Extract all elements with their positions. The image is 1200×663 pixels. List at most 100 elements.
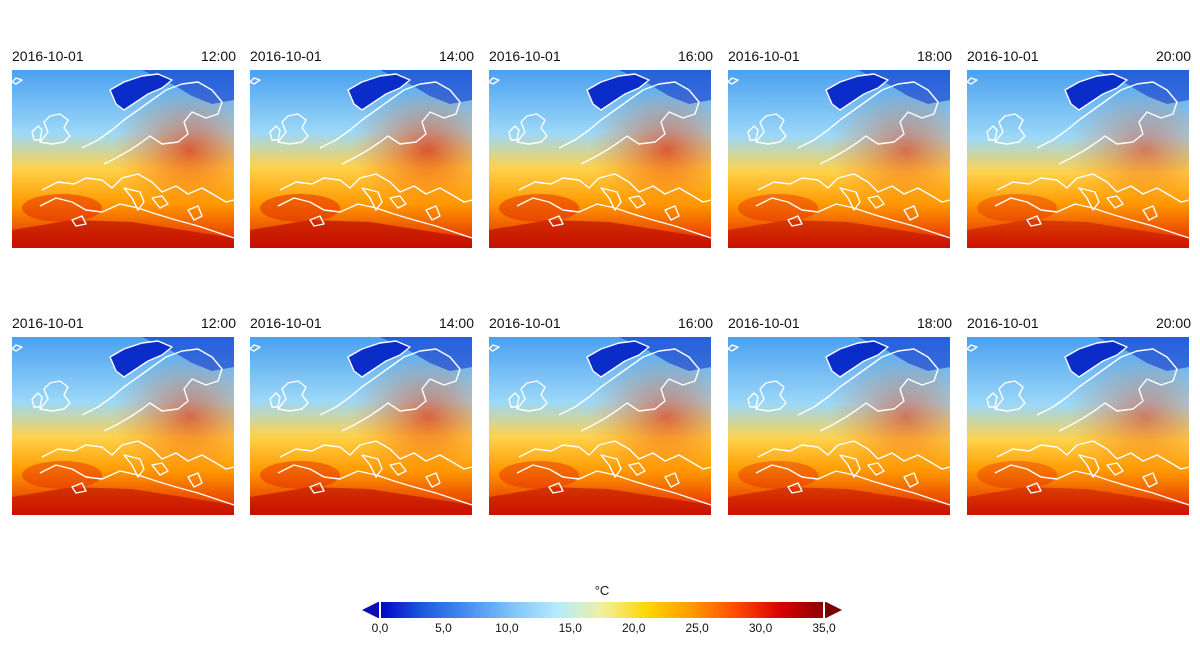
panel-date: 2016-10-01	[489, 315, 561, 331]
coastline	[825, 73, 889, 111]
coastline	[747, 125, 759, 141]
map-panel: 2016-10-01 14:00	[250, 312, 474, 515]
sahara-hot-region	[250, 487, 472, 515]
coastline	[187, 205, 203, 221]
coastline	[319, 81, 461, 165]
coastline	[586, 340, 650, 378]
panel-header: 2016-10-01 12:00	[12, 312, 236, 334]
coastline	[558, 81, 700, 165]
coastline	[12, 77, 23, 85]
coastline	[586, 73, 650, 111]
coastline	[1078, 454, 1100, 478]
coastline	[187, 472, 203, 488]
colorbar-tick-label: 5,0	[435, 621, 452, 635]
panel-time: 12:00	[200, 48, 236, 64]
coastline	[986, 392, 998, 408]
sahara-hot-region	[489, 220, 711, 248]
panel-date: 2016-10-01	[967, 315, 1039, 331]
temperature-map	[728, 70, 950, 248]
colorbar-tick-label: 25,0	[685, 621, 709, 635]
coastline	[361, 454, 383, 478]
coastline	[425, 205, 441, 221]
panel-time: 18:00	[916, 48, 952, 64]
coastline	[319, 348, 461, 432]
iberia-hot-region	[22, 194, 102, 222]
coastline	[123, 187, 145, 211]
temperature-map	[250, 70, 472, 248]
colorbar-unit-label: °C	[594, 583, 610, 598]
sahara-hot-region	[967, 487, 1189, 515]
coastline	[109, 340, 173, 378]
coastline	[41, 440, 234, 470]
baltic-cold-region	[826, 74, 888, 110]
panel-date: 2016-10-01	[728, 315, 800, 331]
sahara-hot-region	[12, 487, 234, 515]
panel-time: 20:00	[1155, 315, 1191, 331]
panel-header: 2016-10-01 20:00	[967, 45, 1191, 67]
colorbar-tick-label: 15,0	[558, 621, 582, 635]
sahara-hot-region	[967, 220, 1189, 248]
iberia-hot-region	[260, 194, 340, 222]
map-panel: 2016-10-01 18:00	[728, 312, 952, 515]
coastline	[39, 197, 234, 239]
coastline	[269, 392, 281, 408]
map-panel: 2016-10-01 18:00	[728, 45, 952, 248]
baltic-cold-region	[1065, 341, 1127, 377]
coastline	[994, 464, 1189, 506]
coastline	[12, 344, 23, 352]
coastline	[628, 462, 646, 476]
colorbar-tick-label: 30,0	[748, 621, 773, 635]
panel-time: 14:00	[438, 48, 474, 64]
temperature-map	[967, 70, 1189, 248]
coastline	[757, 440, 950, 470]
coastline	[996, 173, 1189, 203]
coastline	[1026, 482, 1042, 494]
iberia-hot-region	[977, 461, 1057, 489]
iberia-hot-region	[22, 461, 102, 489]
panel-time: 14:00	[438, 315, 474, 331]
panel-header: 2016-10-01 14:00	[250, 45, 474, 67]
coastline	[81, 81, 223, 165]
baltic-cold-region	[1065, 74, 1127, 110]
coastline	[787, 482, 803, 494]
coastline	[489, 77, 500, 85]
coastline	[903, 205, 919, 221]
baltic-cold-region	[587, 74, 649, 110]
coastline	[867, 195, 885, 209]
coastline	[986, 125, 998, 141]
coastline	[1142, 205, 1158, 221]
coastline	[839, 454, 861, 478]
coastline	[839, 187, 861, 211]
coastline	[1036, 348, 1178, 432]
coastline	[31, 392, 43, 408]
coastline	[31, 125, 43, 141]
baltic-cold-region	[348, 341, 410, 377]
coastline	[728, 77, 739, 85]
coastline	[728, 344, 739, 352]
coastline	[757, 173, 950, 203]
baltic-cold-region	[587, 341, 649, 377]
colorbar: °C 0,0 5,0 10,0 15,0 20,0 25,0 30,0 35,0	[362, 583, 842, 643]
coastline	[1036, 81, 1178, 165]
coastline	[755, 113, 787, 145]
coastline	[755, 197, 950, 239]
baltic-cold-region	[110, 341, 172, 377]
colorbar-tick-label: 10,0	[495, 621, 519, 635]
coastline	[250, 77, 261, 85]
panel-date: 2016-10-01	[12, 315, 84, 331]
northeast-cold-region	[858, 337, 950, 371]
coastline	[309, 482, 325, 494]
northeast-cold-region	[1097, 70, 1189, 104]
coastline	[425, 472, 441, 488]
coastline	[516, 380, 548, 412]
coastline	[151, 462, 169, 476]
iberia-hot-region	[499, 194, 579, 222]
panel-time: 16:00	[677, 315, 713, 331]
coastline	[548, 215, 564, 227]
coastline	[71, 215, 87, 227]
coastline	[279, 173, 472, 203]
coastline	[516, 464, 711, 506]
iberia-hot-region	[738, 194, 818, 222]
coastline	[269, 125, 281, 141]
coastline	[628, 195, 646, 209]
